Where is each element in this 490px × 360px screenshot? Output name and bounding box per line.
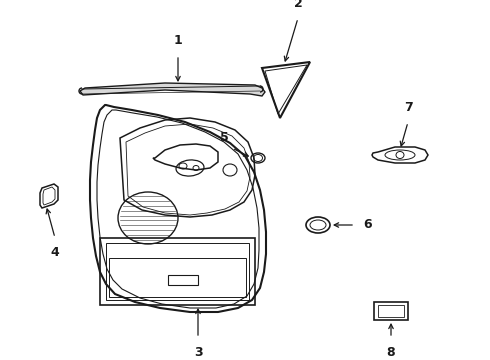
Text: 5: 5: [220, 131, 228, 144]
Text: 2: 2: [294, 0, 302, 10]
Text: 7: 7: [404, 101, 413, 114]
Text: 1: 1: [173, 34, 182, 47]
Text: 4: 4: [50, 246, 59, 259]
Text: 3: 3: [194, 346, 202, 359]
Polygon shape: [80, 83, 265, 96]
Text: 8: 8: [387, 346, 395, 359]
Text: 6: 6: [363, 219, 371, 231]
